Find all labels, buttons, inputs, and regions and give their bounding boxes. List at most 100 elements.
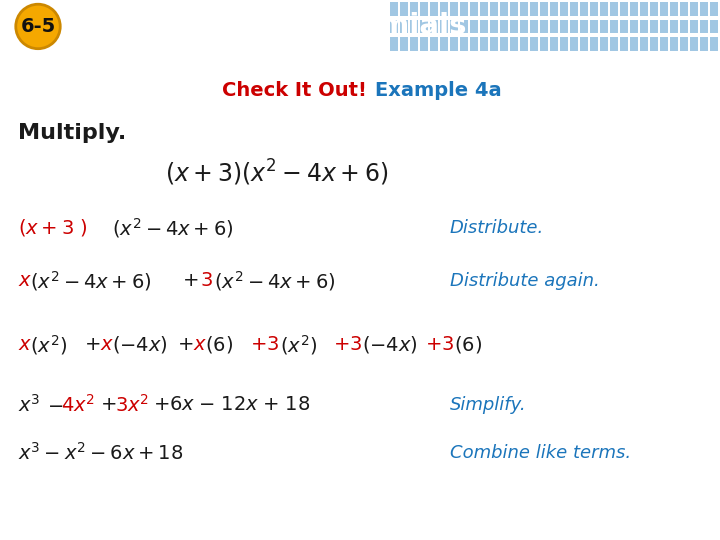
Bar: [640, 19, 648, 33]
Bar: [390, 2, 398, 16]
Text: $x$: $x$: [18, 335, 32, 354]
Bar: [410, 37, 418, 51]
Bar: [460, 2, 468, 16]
Text: $-\ 12x$: $-\ 12x$: [198, 395, 259, 414]
Bar: [640, 37, 648, 51]
Bar: [400, 37, 408, 51]
Bar: [510, 37, 518, 51]
Bar: [430, 2, 438, 16]
Bar: [670, 2, 678, 16]
Bar: [680, 19, 688, 33]
Bar: [520, 19, 528, 33]
Bar: [570, 37, 578, 51]
Bar: [510, 19, 518, 33]
Bar: [600, 19, 608, 33]
Bar: [390, 19, 398, 33]
Bar: [530, 2, 538, 16]
Bar: [570, 2, 578, 16]
Circle shape: [16, 4, 60, 49]
Bar: [470, 2, 478, 16]
Bar: [630, 2, 638, 16]
Bar: [680, 2, 688, 16]
Bar: [450, 2, 458, 16]
Bar: [650, 19, 658, 33]
Bar: [550, 2, 558, 16]
Bar: [500, 37, 508, 51]
Bar: [610, 37, 618, 51]
Text: $3$: $3$: [200, 272, 213, 291]
Text: $(x + 3)(x^2 - 4x + 6)$: $(x + 3)(x^2 - 4x + 6)$: [165, 158, 388, 188]
Text: Multiply.: Multiply.: [18, 123, 126, 143]
Text: $(x^2 - 4x + 6)$: $(x^2 - 4x + 6)$: [30, 269, 151, 293]
Bar: [480, 19, 488, 33]
Text: $+$: $+$: [100, 395, 117, 414]
Text: $+3$: $+3$: [333, 335, 362, 354]
Bar: [530, 37, 538, 51]
Bar: [470, 37, 478, 51]
Text: Example 4a: Example 4a: [375, 82, 502, 100]
Bar: [540, 2, 548, 16]
Bar: [610, 19, 618, 33]
Bar: [440, 37, 448, 51]
Bar: [560, 37, 568, 51]
Text: $x$: $x$: [18, 272, 32, 291]
Text: Distribute again.: Distribute again.: [450, 272, 600, 290]
Bar: [430, 19, 438, 33]
Bar: [590, 2, 598, 16]
Bar: [490, 37, 498, 51]
Text: $(-4x)$: $(-4x)$: [362, 334, 418, 355]
Bar: [550, 19, 558, 33]
Text: $x^3 - x^2 - 6x + 18$: $x^3 - x^2 - 6x + 18$: [18, 442, 183, 464]
Bar: [490, 19, 498, 33]
Text: $x^3$: $x^3$: [18, 394, 40, 416]
Bar: [640, 2, 648, 16]
Bar: [630, 19, 638, 33]
Bar: [400, 19, 408, 33]
Text: Simplify.: Simplify.: [450, 396, 526, 414]
Text: $x$: $x$: [193, 335, 207, 354]
Text: Copyright © by Holt Mc Dougal. All Rights Reserved.: Copyright © by Holt Mc Dougal. All Right…: [473, 524, 712, 533]
Bar: [550, 37, 558, 51]
Bar: [430, 37, 438, 51]
Bar: [620, 2, 628, 16]
Bar: [590, 37, 598, 51]
Bar: [660, 2, 668, 16]
Text: Distribute.: Distribute.: [450, 219, 544, 237]
Bar: [660, 19, 668, 33]
Text: $(6)$: $(6)$: [205, 334, 233, 355]
Bar: [390, 37, 398, 51]
Bar: [410, 19, 418, 33]
Text: $(x^2)$: $(x^2)$: [280, 333, 318, 357]
Bar: [520, 2, 528, 16]
Bar: [630, 37, 638, 51]
Text: $+3$: $+3$: [425, 335, 454, 354]
Bar: [600, 37, 608, 51]
Bar: [420, 37, 428, 51]
Bar: [510, 2, 518, 16]
Bar: [530, 19, 538, 33]
Bar: [440, 19, 448, 33]
Bar: [610, 2, 618, 16]
Bar: [480, 37, 488, 51]
Bar: [600, 2, 608, 16]
Bar: [650, 37, 658, 51]
Bar: [400, 2, 408, 16]
Text: $+\ 18$: $+\ 18$: [262, 395, 310, 414]
Bar: [460, 19, 468, 33]
Bar: [650, 2, 658, 16]
Text: $3x^2$: $3x^2$: [115, 394, 149, 416]
Bar: [460, 37, 468, 51]
Bar: [470, 19, 478, 33]
Bar: [450, 19, 458, 33]
Bar: [670, 37, 678, 51]
Text: $(x + 3\ )$: $(x + 3\ )$: [18, 218, 88, 239]
Text: Combine like terms.: Combine like terms.: [450, 444, 631, 462]
Text: $(x^2 - 4x + 6)$: $(x^2 - 4x + 6)$: [214, 269, 336, 293]
Bar: [450, 37, 458, 51]
Bar: [680, 37, 688, 51]
Text: $-$: $-$: [47, 395, 63, 414]
Bar: [540, 37, 548, 51]
Text: $4x^2$: $4x^2$: [61, 394, 95, 416]
Bar: [580, 2, 588, 16]
Bar: [700, 2, 708, 16]
